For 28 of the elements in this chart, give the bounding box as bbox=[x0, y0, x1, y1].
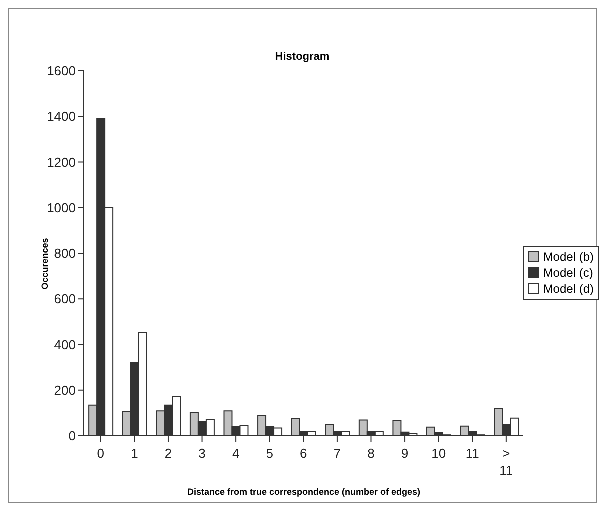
x-tick-label: 5 bbox=[266, 446, 274, 461]
y-tick-label: 1600 bbox=[47, 64, 76, 79]
x-tick-label: 1 bbox=[131, 446, 138, 461]
legend-label: Model (c) bbox=[543, 264, 594, 280]
x-tick-label: 9 bbox=[401, 446, 409, 461]
x-tick-label: 4 bbox=[232, 446, 240, 461]
x-tick-label: 8 bbox=[368, 446, 375, 461]
y-tick-label: 800 bbox=[54, 246, 76, 262]
x-tick-label: 10 bbox=[432, 446, 446, 461]
x-tick-label: 2 bbox=[164, 446, 172, 461]
legend-label: Model (b) bbox=[543, 248, 594, 264]
x-tick-label: 0 bbox=[97, 446, 105, 461]
y-axis-title: Occurences bbox=[40, 238, 50, 290]
x-tick-label: 3 bbox=[198, 446, 206, 461]
legend-label: Model (d) bbox=[543, 280, 594, 296]
y-tick-label: 400 bbox=[54, 337, 76, 352]
y-tick-label: 1000 bbox=[47, 200, 76, 216]
x-tick-label: 11 bbox=[466, 446, 480, 461]
x-axis-title: Distance from true correspondence (number of edges) bbox=[186, 487, 422, 497]
y-tick-label: 0 bbox=[68, 428, 76, 444]
y-tick-label: 1200 bbox=[47, 154, 76, 170]
x-tick-label: 7 bbox=[334, 446, 342, 461]
x-tick-label: 6 bbox=[300, 446, 308, 461]
y-tick-label: 200 bbox=[54, 382, 76, 398]
chart-title: Histogram bbox=[274, 51, 331, 63]
y-tick-label: 600 bbox=[54, 292, 76, 307]
y-tick-label: 1400 bbox=[47, 109, 76, 124]
x-tick-label: > 11 bbox=[500, 446, 514, 478]
